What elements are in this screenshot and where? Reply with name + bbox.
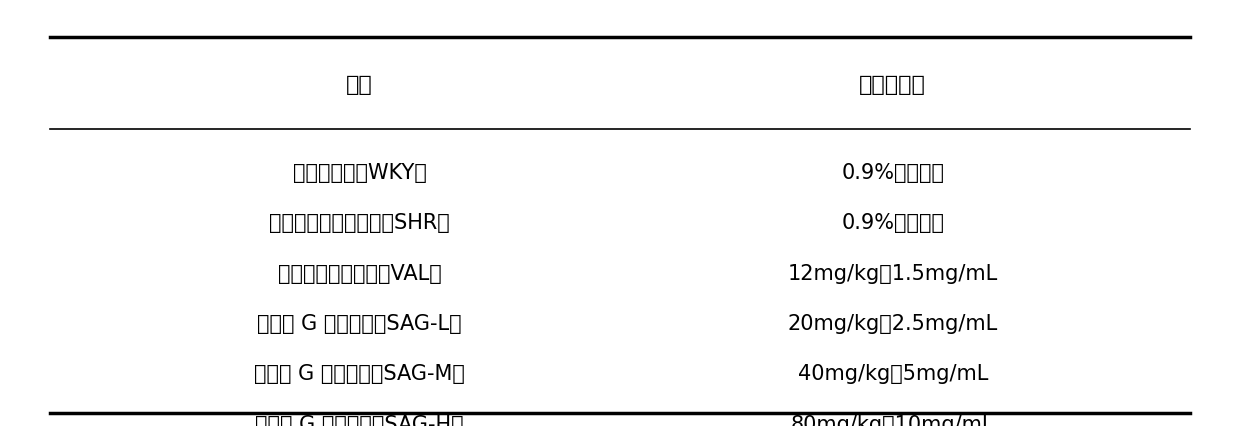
Text: 正常对照组（WKY）: 正常对照组（WKY） — [293, 163, 427, 182]
Text: 丹酚酸 G 高剂量组（SAG-H）: 丹酚酸 G 高剂量组（SAG-H） — [255, 414, 464, 426]
Text: 丹酚酸 G 低剂量组（SAG-L）: 丹酚酸 G 低剂量组（SAG-L） — [257, 314, 463, 333]
Text: 12mg/kg，1.5mg/mL: 12mg/kg，1.5mg/mL — [787, 263, 998, 283]
Text: 丹酚酸 G 中剂量组（SAG-M）: 丹酚酸 G 中剂量组（SAG-M） — [254, 364, 465, 383]
Text: 缬沙坦阳性对照组（VAL）: 缬沙坦阳性对照组（VAL） — [278, 263, 441, 283]
Text: 0.9%生理盐水: 0.9%生理盐水 — [841, 213, 945, 233]
Text: 0.9%生理盐水: 0.9%生理盐水 — [841, 163, 945, 182]
Text: 40mg/kg，5mg/mL: 40mg/kg，5mg/mL — [797, 364, 988, 383]
Text: 20mg/kg，2.5mg/mL: 20mg/kg，2.5mg/mL — [787, 314, 998, 333]
Text: 组别: 组别 — [346, 75, 373, 95]
Text: 80mg/kg，10mg/mL: 80mg/kg，10mg/mL — [791, 414, 994, 426]
Text: 自发性高血压大鼠组（SHR）: 自发性高血压大鼠组（SHR） — [269, 213, 450, 233]
Text: 试剂和浓度: 试剂和浓度 — [859, 75, 926, 95]
